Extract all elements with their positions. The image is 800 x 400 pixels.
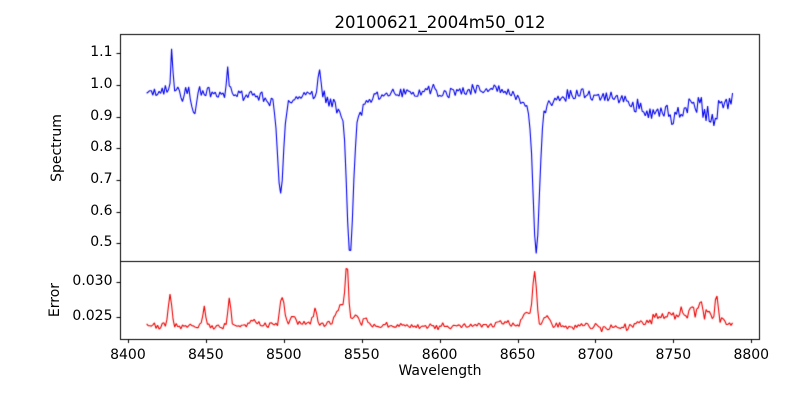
y-tick-label-spectrum: 0.7 [90,171,113,187]
x-tick-label: 8600 [421,346,458,363]
plot-title: 20100621_2004m50_012 [334,13,546,32]
y-tick-label-spectrum: 1.1 [90,44,113,60]
x-tick-label: 8750 [655,346,692,363]
y-tick-label-spectrum: 0.9 [90,108,113,124]
y-tick-label-spectrum: 0.8 [90,139,113,155]
y-tick-label-spectrum: 0.5 [90,234,113,250]
x-tick-label: 8500 [265,346,302,363]
y-tick-label-error: 0.030 [72,273,113,289]
y-tick-label-error: 0.025 [72,308,113,324]
x-tick-label: 8650 [499,346,536,363]
y-tick-label-spectrum: 0.6 [90,203,113,219]
y-tick-label-spectrum: 1.0 [90,76,113,92]
x-tick-label: 8400 [110,346,146,363]
x-axis-label: Wavelength [398,363,482,379]
x-tick-label: 8800 [733,346,770,363]
x-tick-label: 8450 [188,346,224,363]
x-tick-label: 8550 [343,346,380,363]
x-tick-label: 8700 [577,346,614,363]
